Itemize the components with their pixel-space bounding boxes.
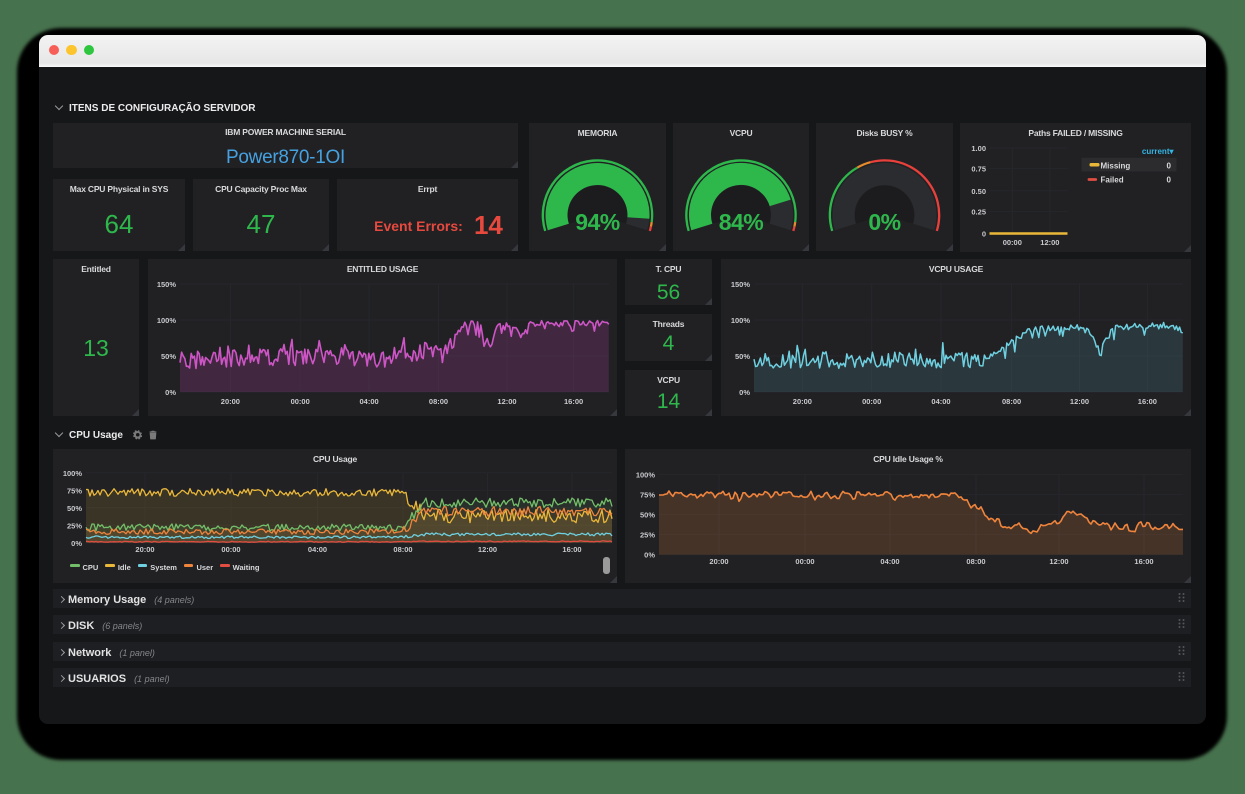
svg-text:0.50: 0.50 [971,187,986,196]
svg-text:0%: 0% [868,209,900,235]
svg-text:50%: 50% [640,511,655,520]
svg-text:12:00: 12:00 [1040,238,1059,247]
svg-text:94%: 94% [575,209,620,235]
svg-text:08:00: 08:00 [1002,397,1021,406]
svg-text:12:00: 12:00 [1070,397,1089,406]
svg-text:0: 0 [1167,162,1172,171]
svg-text:04:00: 04:00 [931,397,950,406]
svg-text:12:00: 12:00 [478,545,497,554]
svg-text:84%: 84% [719,209,764,235]
svg-text:0.75: 0.75 [971,165,986,174]
svg-text:50%: 50% [161,352,176,361]
svg-text:20:00: 20:00 [793,397,812,406]
svg-text:00:00: 00:00 [862,397,881,406]
svg-text:04:00: 04:00 [880,557,899,566]
svg-text:25%: 25% [67,521,82,530]
svg-text:00:00: 00:00 [1003,238,1022,247]
svg-text:16:00: 16:00 [1138,397,1157,406]
svg-text:0%: 0% [165,388,176,397]
svg-text:00:00: 00:00 [795,557,814,566]
svg-text:50%: 50% [735,352,750,361]
svg-text:04:00: 04:00 [360,397,379,406]
svg-text:150%: 150% [157,280,177,289]
svg-text:0%: 0% [644,551,655,560]
svg-text:Missing: Missing [1101,162,1131,171]
svg-text:0: 0 [982,230,986,239]
svg-text:25%: 25% [640,531,655,540]
svg-text:100%: 100% [63,469,83,478]
svg-text:20:00: 20:00 [709,557,728,566]
svg-text:16:00: 16:00 [1134,557,1153,566]
svg-text:08:00: 08:00 [393,545,412,554]
svg-text:current▾: current▾ [1142,147,1175,156]
svg-text:00:00: 00:00 [221,545,240,554]
svg-text:100%: 100% [636,471,656,480]
svg-text:0.25: 0.25 [971,208,986,217]
svg-text:1.00: 1.00 [971,144,986,153]
svg-text:16:00: 16:00 [562,545,581,554]
svg-text:08:00: 08:00 [429,397,448,406]
svg-text:20:00: 20:00 [221,397,240,406]
svg-text:75%: 75% [67,486,82,495]
svg-text:04:00: 04:00 [308,545,327,554]
svg-text:12:00: 12:00 [1049,557,1068,566]
svg-text:20:00: 20:00 [135,545,154,554]
svg-text:75%: 75% [640,491,655,500]
svg-text:Failed: Failed [1101,175,1124,184]
svg-text:50%: 50% [67,504,82,513]
svg-text:12:00: 12:00 [497,397,516,406]
svg-text:100%: 100% [157,316,177,325]
svg-text:08:00: 08:00 [966,557,985,566]
svg-text:0%: 0% [71,539,82,548]
svg-text:0%: 0% [739,388,750,397]
svg-text:150%: 150% [731,280,751,289]
svg-text:0: 0 [1167,175,1172,184]
svg-text:100%: 100% [731,316,751,325]
svg-text:16:00: 16:00 [564,397,583,406]
svg-text:00:00: 00:00 [291,397,310,406]
